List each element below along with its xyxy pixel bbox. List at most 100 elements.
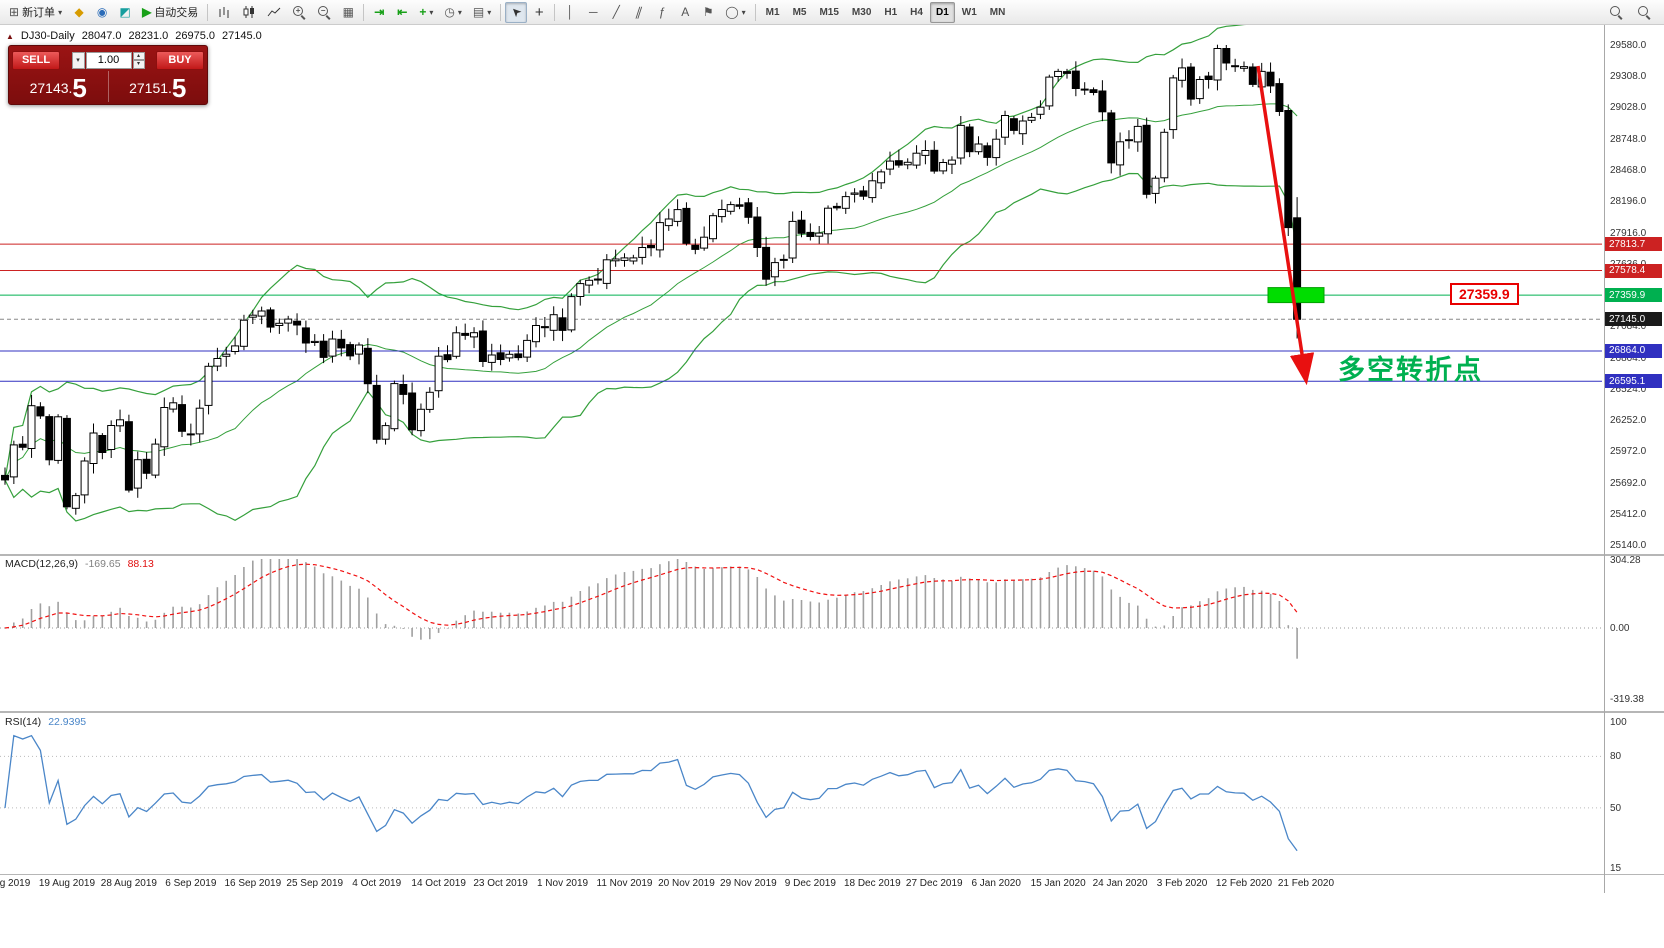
macd-panel-canvas[interactable] [0, 556, 1664, 711]
candle-body [1116, 141, 1125, 166]
timeframe-button-m5[interactable]: M5 [787, 2, 813, 23]
trendline-button[interactable]: ╱ [605, 2, 627, 23]
candle-body [673, 209, 682, 222]
rsi-panel-canvas[interactable] [0, 713, 1664, 874]
candle-body [434, 355, 443, 392]
timeframe-button-d1[interactable]: D1 [929, 1, 955, 23]
volume-down-icon[interactable]: ▾ [132, 60, 145, 69]
timeframe-button-m30[interactable]: M30 [846, 2, 877, 23]
x-axis-label: 28 Aug 2019 [100, 878, 157, 889]
channel-button[interactable]: ∥ [628, 2, 650, 23]
y-axis-label: 25140.0 [1610, 539, 1647, 551]
autotrading-button[interactable]: ▶ 自动交易 [137, 2, 203, 23]
price-tag: 27145.0 [1605, 312, 1662, 327]
x-axis-label: 9 Dec 2019 [784, 878, 836, 889]
chart-candles-button[interactable] [237, 2, 261, 23]
chart-bars-button[interactable] [212, 2, 236, 23]
quick-search-button[interactable] [1632, 2, 1656, 23]
toolbar-separator [363, 3, 365, 21]
sell-price[interactable]: 27143. 5 [9, 71, 108, 102]
candle-body [921, 150, 930, 156]
collapse-panel-icon[interactable]: ▲ [6, 31, 14, 41]
periods-button[interactable]: ◷ ▾ [439, 2, 467, 23]
buy-price[interactable]: 27151. 5 [107, 71, 208, 102]
candle-body [1009, 118, 1018, 131]
zoom-in-button[interactable]: + [287, 2, 311, 23]
market-watch-button[interactable]: ◆ [68, 2, 90, 23]
shapes-button[interactable]: ◯ ▾ [720, 2, 750, 23]
candle-body [1213, 48, 1222, 81]
vertical-line-button[interactable]: │ [559, 2, 581, 23]
macd-value: -169.65 [84, 558, 121, 570]
zoom-out-button[interactable]: − [312, 2, 336, 23]
timeframe-button-m15[interactable]: M15 [813, 2, 844, 23]
templates-button[interactable]: ▤ ▾ [468, 2, 496, 23]
timeframe-button-w1[interactable]: W1 [956, 2, 983, 23]
candle-body [310, 340, 319, 343]
candle-body [71, 495, 80, 509]
macd-histogram-bar [1278, 601, 1281, 628]
symbol-search-button[interactable] [1604, 2, 1628, 23]
buy-button[interactable]: BUY [156, 50, 204, 70]
support-price-callout[interactable]: 27359.9 [1450, 283, 1519, 305]
terminal-button[interactable]: ◩ [114, 2, 136, 23]
timeframe-button-h4[interactable]: H4 [904, 2, 929, 23]
volume-input[interactable] [85, 51, 132, 69]
volume-up-icon[interactable]: ▴ [132, 51, 145, 60]
fibonacci-button[interactable]: ƒ [651, 2, 673, 23]
macd-signal-line [4, 563, 1298, 629]
panel-separator[interactable] [0, 711, 1664, 713]
macd-histogram-bar [898, 579, 900, 628]
sell-button[interactable]: SELL [12, 50, 60, 70]
macd-histogram-bar [198, 604, 201, 628]
tile-windows-button[interactable]: ▦ [337, 2, 359, 23]
macd-histogram-bar [375, 613, 378, 628]
timeframe-button-m1[interactable]: M1 [760, 2, 786, 23]
timeframe-button-h1[interactable]: H1 [878, 2, 903, 23]
navigator-button[interactable]: ◉ [91, 2, 113, 23]
macd-histogram-bar [588, 586, 590, 628]
chart-shift-button[interactable]: ⇤ [391, 2, 413, 23]
candle-body [27, 405, 36, 450]
candle-body [611, 258, 620, 262]
template-icon: ▤ [472, 5, 485, 19]
candle-body [266, 309, 275, 328]
x-axis-label: 29 Nov 2019 [720, 878, 777, 889]
chevron-down-icon: ▾ [457, 7, 462, 17]
macd-histogram-bar [809, 601, 812, 628]
label-tool-button[interactable]: ⚑ [697, 2, 719, 23]
panel-separator[interactable] [0, 554, 1664, 556]
support-zone-rect[interactable] [1267, 287, 1325, 304]
macd-histogram-bar [1234, 587, 1236, 628]
buy-price-main: 27151. [129, 80, 172, 96]
macd-histogram-bar [1013, 579, 1015, 628]
toolbar-right-group [1604, 2, 1660, 23]
candle-body [655, 222, 664, 251]
candle-body [903, 161, 912, 166]
candle-body [602, 259, 611, 284]
candle-body [1054, 70, 1063, 78]
horizontal-line-button[interactable]: ─ [582, 2, 604, 23]
auto-scroll-button[interactable]: ⇥ [368, 2, 390, 23]
indicators-button[interactable]: + ▾ [414, 2, 438, 23]
chart-line-button[interactable] [262, 2, 286, 23]
macd-histogram-bar [331, 576, 334, 628]
candle-body [62, 417, 71, 508]
candle-body [1204, 75, 1213, 80]
timeframe-button-mn[interactable]: MN [984, 2, 1012, 23]
downtrend-arrow[interactable] [1256, 65, 1315, 386]
x-axis-label: 19 Aug 2019 [38, 878, 96, 889]
volume-dropdown-icon[interactable]: ▾ [71, 51, 85, 69]
trendline-icon: ╱ [612, 5, 620, 19]
x-axis-label: 23 Oct 2019 [473, 878, 528, 889]
candle-body [717, 209, 726, 218]
text-tool-button[interactable]: A [674, 2, 696, 23]
candle-body [1080, 88, 1089, 91]
cursor-button[interactable]: ➤ [505, 1, 528, 23]
main-chart-canvas[interactable] [0, 25, 1664, 554]
new-order-button[interactable]: ⊞ 新订单 ▾ [4, 2, 67, 23]
macd-histogram-bar [278, 559, 281, 628]
crosshair-button[interactable]: + [528, 2, 550, 23]
macd-histogram-bar [632, 570, 635, 628]
candle-body [523, 339, 532, 358]
